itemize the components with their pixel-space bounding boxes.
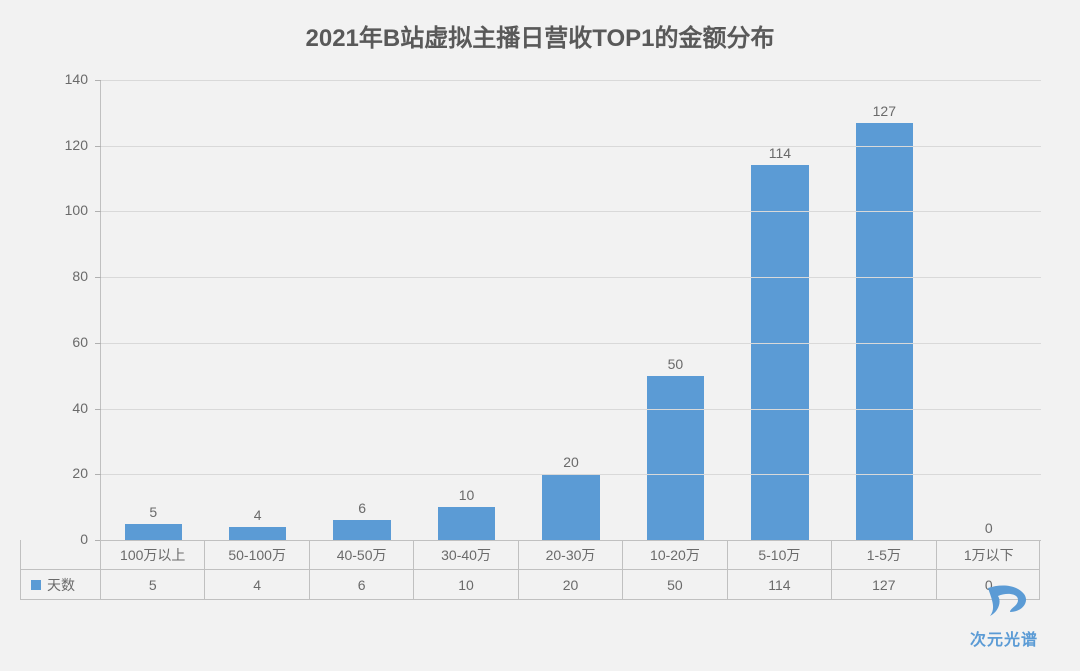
category-cell: 5-10万 — [728, 540, 832, 569]
y-tick — [95, 211, 101, 212]
bar — [333, 520, 390, 540]
watermark-icon — [980, 582, 1030, 622]
y-tick — [95, 80, 101, 81]
bar — [542, 474, 599, 540]
data-cell: 4 — [205, 570, 309, 599]
data-cell: 10 — [414, 570, 518, 599]
bar — [229, 527, 286, 540]
bar-value-label: 20 — [563, 454, 579, 470]
data-cell: 127 — [832, 570, 936, 599]
y-tick — [95, 474, 101, 475]
y-tick — [95, 277, 101, 278]
data-cell: 6 — [310, 570, 414, 599]
bar-value-label: 5 — [149, 504, 157, 520]
bar-value-label: 50 — [668, 356, 684, 372]
data-cell: 20 — [519, 570, 623, 599]
category-row-spacer — [21, 540, 101, 569]
y-axis-label: 120 — [0, 137, 88, 153]
bar-value-label: 6 — [358, 500, 366, 516]
gridline — [95, 277, 1041, 278]
data-cell: 5 — [101, 570, 205, 599]
watermark-text: 次元光谱 — [970, 626, 1038, 650]
category-cell: 40-50万 — [310, 540, 414, 569]
y-axis-label: 80 — [0, 268, 88, 284]
y-tick — [95, 343, 101, 344]
category-cell: 100万以上 — [101, 540, 205, 569]
category-cell: 1万以下 — [937, 540, 1041, 569]
chart-title: 2021年B站虚拟主播日营收TOP1的金额分布 — [0, 18, 1080, 53]
category-cell: 30-40万 — [414, 540, 518, 569]
bar-value-label: 0 — [985, 520, 993, 536]
y-tick — [95, 409, 101, 410]
bar-value-label: 4 — [254, 507, 262, 523]
data-cell: 114 — [728, 570, 832, 599]
gridline — [95, 146, 1041, 147]
gridline — [95, 343, 1041, 344]
legend-label: 天数 — [47, 575, 75, 595]
gridline — [95, 474, 1041, 475]
gridline — [95, 211, 1041, 212]
bar-value-label: 114 — [769, 145, 791, 161]
category-cell: 50-100万 — [205, 540, 309, 569]
category-cell: 20-30万 — [519, 540, 623, 569]
bar — [438, 507, 495, 540]
category-cell: 1-5万 — [832, 540, 936, 569]
bar — [125, 524, 182, 540]
bars-layer: 5 4 6 10 20 50 114 127 0 — [101, 80, 1041, 540]
bar-value-label: 127 — [873, 103, 896, 119]
chart-container: 2021年B站虚拟主播日营收TOP1的金额分布 5461020501141270… — [0, 0, 1080, 671]
gridline — [95, 80, 1041, 81]
data-row: 天数5461020501141270 — [20, 570, 1040, 600]
plot-area: 5 4 6 10 20 50 114 127 0 — [100, 80, 1041, 541]
y-axis-label: 140 — [0, 71, 88, 87]
y-axis-label: 100 — [0, 202, 88, 218]
category-row: 100万以上50-100万40-50万30-40万20-30万10-20万5-1… — [20, 540, 1040, 570]
legend-swatch — [31, 580, 41, 590]
gridline — [95, 409, 1041, 410]
y-axis-label: 20 — [0, 465, 88, 481]
bar — [751, 165, 808, 540]
y-tick — [95, 146, 101, 147]
y-axis-label: 60 — [0, 334, 88, 350]
category-cell: 10-20万 — [623, 540, 727, 569]
bar — [856, 123, 913, 540]
y-axis-label: 40 — [0, 400, 88, 416]
bar-value-label: 10 — [459, 487, 475, 503]
bar — [647, 376, 704, 540]
data-cell: 50 — [623, 570, 727, 599]
legend-cell: 天数 — [21, 570, 101, 599]
